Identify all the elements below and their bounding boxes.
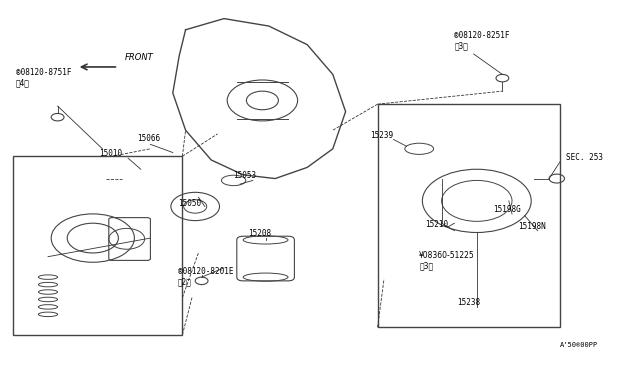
Text: 15010: 15010 xyxy=(99,149,122,158)
Text: SEC. 253: SEC. 253 xyxy=(566,153,604,162)
Text: 15210: 15210 xyxy=(426,220,449,229)
Text: 15238: 15238 xyxy=(458,298,481,307)
Bar xyxy=(378,104,560,327)
Bar xyxy=(13,156,182,335)
Text: ®08120-8751F
（4）: ®08120-8751F （4） xyxy=(16,68,72,87)
Text: 15198N: 15198N xyxy=(518,222,546,231)
Text: 15198G: 15198G xyxy=(493,205,520,214)
Text: 15208: 15208 xyxy=(248,229,271,238)
Text: 15050: 15050 xyxy=(178,199,201,208)
Text: A'50®00PP: A'50®00PP xyxy=(560,342,598,348)
Text: 15066: 15066 xyxy=(138,134,161,143)
Text: FRONT: FRONT xyxy=(125,53,154,62)
Text: ®08120-8251F
（3）: ®08120-8251F （3） xyxy=(454,31,510,50)
Text: 15239: 15239 xyxy=(370,131,393,140)
Text: ¥08360-51225
（3）: ¥08360-51225 （3） xyxy=(419,251,475,270)
Text: 15053: 15053 xyxy=(234,171,257,180)
Text: ®08120-8201E
（2）: ®08120-8201E （2） xyxy=(178,267,234,286)
